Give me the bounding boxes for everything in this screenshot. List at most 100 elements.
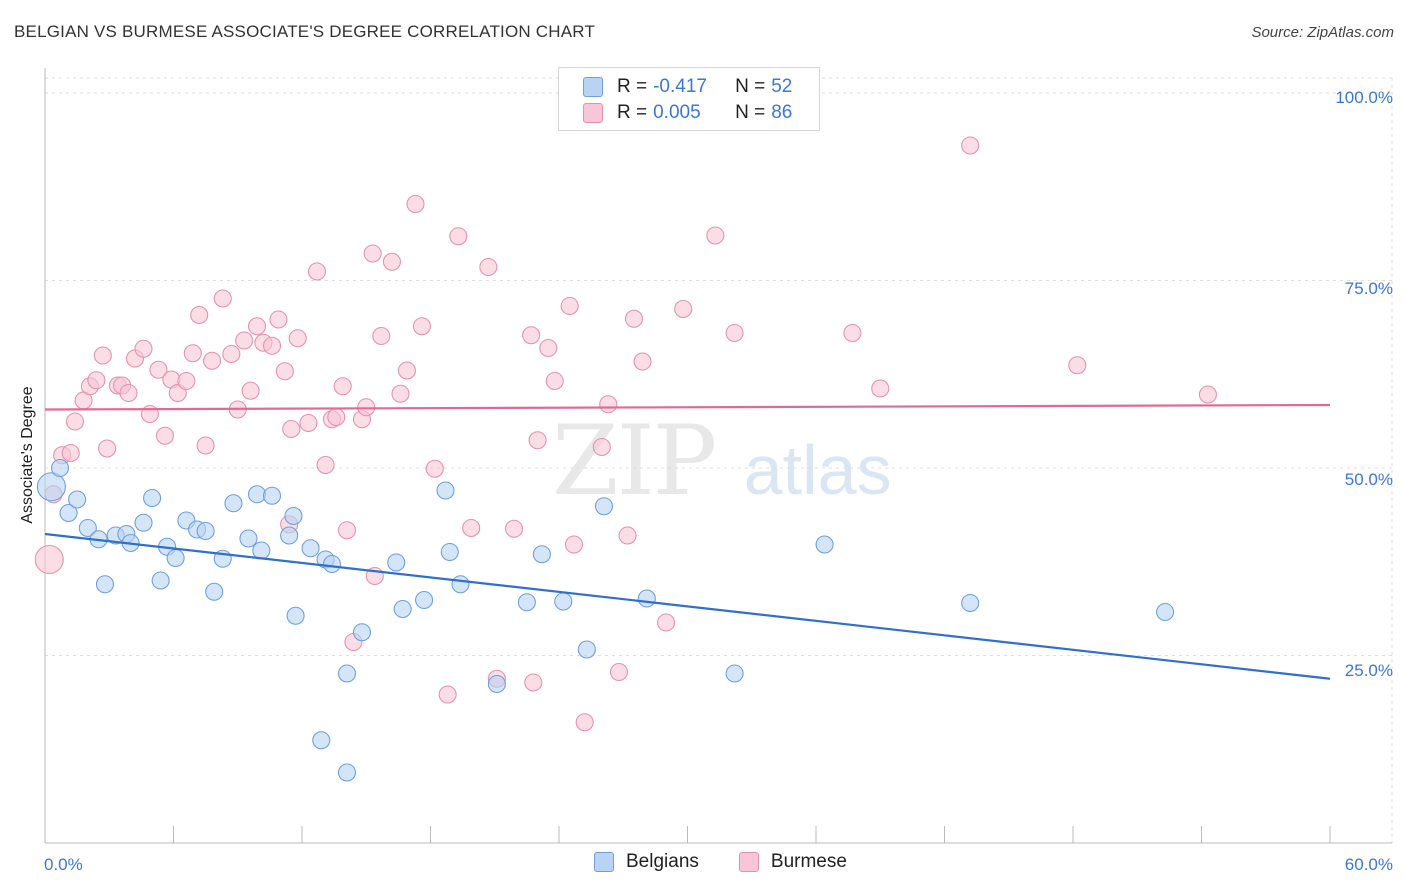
watermark-zip: ZIP xyxy=(552,405,717,517)
burmese-point xyxy=(397,361,416,380)
source-label: Source: ZipAtlas.com xyxy=(1251,24,1394,41)
burmese-point xyxy=(961,136,980,155)
belgians-point xyxy=(262,486,282,505)
watermark-atlas: atlas xyxy=(743,431,892,509)
belgians-point xyxy=(95,575,115,594)
grid-lines xyxy=(45,77,1393,843)
belgians-point xyxy=(451,575,470,594)
burmese-point xyxy=(522,326,541,345)
burmese-series xyxy=(34,136,1217,732)
burmese-point xyxy=(65,412,85,431)
belgians-point xyxy=(387,553,406,572)
burmese-r-label: R = xyxy=(617,102,648,123)
belgians-point xyxy=(337,664,357,683)
belgians-trend-line xyxy=(44,532,1331,680)
belgians-legend-label: Belgians xyxy=(626,851,699,872)
burmese-point xyxy=(504,519,524,538)
burmese-point xyxy=(87,371,106,390)
belgians-point xyxy=(36,472,66,502)
belgians-point xyxy=(78,518,97,538)
burmese-point xyxy=(438,685,457,704)
belgians-series xyxy=(36,458,1175,782)
burmese-point xyxy=(528,431,547,450)
burmese-point xyxy=(307,262,327,281)
burmese-legend-label: Burmese xyxy=(770,851,847,872)
belgians-point xyxy=(440,542,459,562)
burmese-point xyxy=(564,535,584,554)
burmese-point xyxy=(1198,385,1217,404)
belgians-point xyxy=(239,529,258,548)
belgians-point xyxy=(247,485,267,504)
burmese-point xyxy=(61,443,80,463)
burmese-point xyxy=(241,381,260,400)
burmese-point xyxy=(545,371,564,391)
belgians-point xyxy=(151,571,170,590)
burmese-point xyxy=(327,407,346,427)
burmese-point xyxy=(624,309,644,328)
legend-row-burmese: R = 0.005 N = 86 xyxy=(583,100,792,126)
burmese-point xyxy=(462,518,481,538)
belgians-n-value: 52 xyxy=(771,76,793,97)
correlation-legend: R = -0.417 N = 52 R = 0.005 N = 86 xyxy=(558,67,820,131)
series-legend: Belgians Burmese xyxy=(594,851,887,873)
belgians-point xyxy=(166,548,185,568)
burmese-point xyxy=(34,544,64,575)
burmese-point xyxy=(599,395,618,414)
burmese-point xyxy=(149,360,168,379)
belgians-point xyxy=(337,763,357,782)
burmese-point xyxy=(119,383,138,403)
trend-lines xyxy=(44,403,1331,680)
burmese-point xyxy=(592,437,611,457)
burmese-point xyxy=(316,455,335,475)
belgians-point xyxy=(50,458,70,478)
burmese-point xyxy=(288,329,307,348)
belgians-point xyxy=(280,526,299,545)
burmese-point xyxy=(177,371,196,391)
belgians-point xyxy=(517,593,536,612)
belgians-point xyxy=(532,545,551,564)
burmese-point xyxy=(633,352,652,371)
burmese-point xyxy=(134,339,153,358)
burmese-point xyxy=(843,323,862,343)
burmese-point xyxy=(425,459,444,478)
burmese-point xyxy=(213,289,232,308)
burmese-point xyxy=(183,344,202,363)
belgians-point xyxy=(196,521,215,541)
burmese-point xyxy=(203,351,222,370)
burmese-point xyxy=(337,521,357,540)
watermark: ZIP atlas xyxy=(552,405,892,517)
burmese-point xyxy=(275,362,294,381)
burmese-point xyxy=(524,673,543,692)
burmese-trend-line xyxy=(44,403,1331,411)
burmese-point xyxy=(657,613,676,632)
belgians-point xyxy=(436,481,455,500)
burmese-swatch xyxy=(583,103,603,123)
belgians-r-label: R = xyxy=(617,76,648,97)
burmese-point xyxy=(235,331,254,350)
belgians-point xyxy=(577,640,596,659)
axes xyxy=(44,68,1392,844)
belgians-point xyxy=(224,494,243,513)
belgians-point xyxy=(352,623,372,642)
burmese-point xyxy=(871,379,890,398)
burmese-point xyxy=(196,436,215,455)
belgians-swatch xyxy=(583,77,603,97)
legend-item-belgians[interactable]: Belgians xyxy=(594,851,699,873)
belgians-legend-swatch xyxy=(594,852,614,872)
belgians-point xyxy=(68,490,87,509)
burmese-point xyxy=(609,662,629,682)
burmese-point xyxy=(412,317,431,336)
belgians-point xyxy=(322,554,342,574)
burmese-point xyxy=(262,336,282,355)
belgians-n-label: N = xyxy=(735,76,766,97)
belgians-point xyxy=(286,606,305,625)
belgians-point xyxy=(301,539,320,558)
belgians-point xyxy=(487,674,506,694)
burmese-point xyxy=(155,426,174,445)
belgians-point xyxy=(961,593,980,613)
burmese-point xyxy=(674,299,693,319)
burmese-n-value: 86 xyxy=(771,102,793,123)
burmese-point xyxy=(372,326,391,346)
burmese-point xyxy=(618,526,637,545)
legend-item-burmese[interactable]: Burmese xyxy=(738,851,847,873)
